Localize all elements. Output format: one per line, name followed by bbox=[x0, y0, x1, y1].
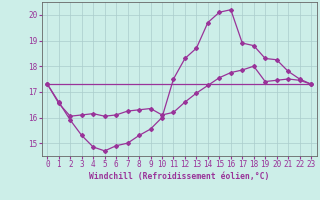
X-axis label: Windchill (Refroidissement éolien,°C): Windchill (Refroidissement éolien,°C) bbox=[89, 172, 269, 181]
